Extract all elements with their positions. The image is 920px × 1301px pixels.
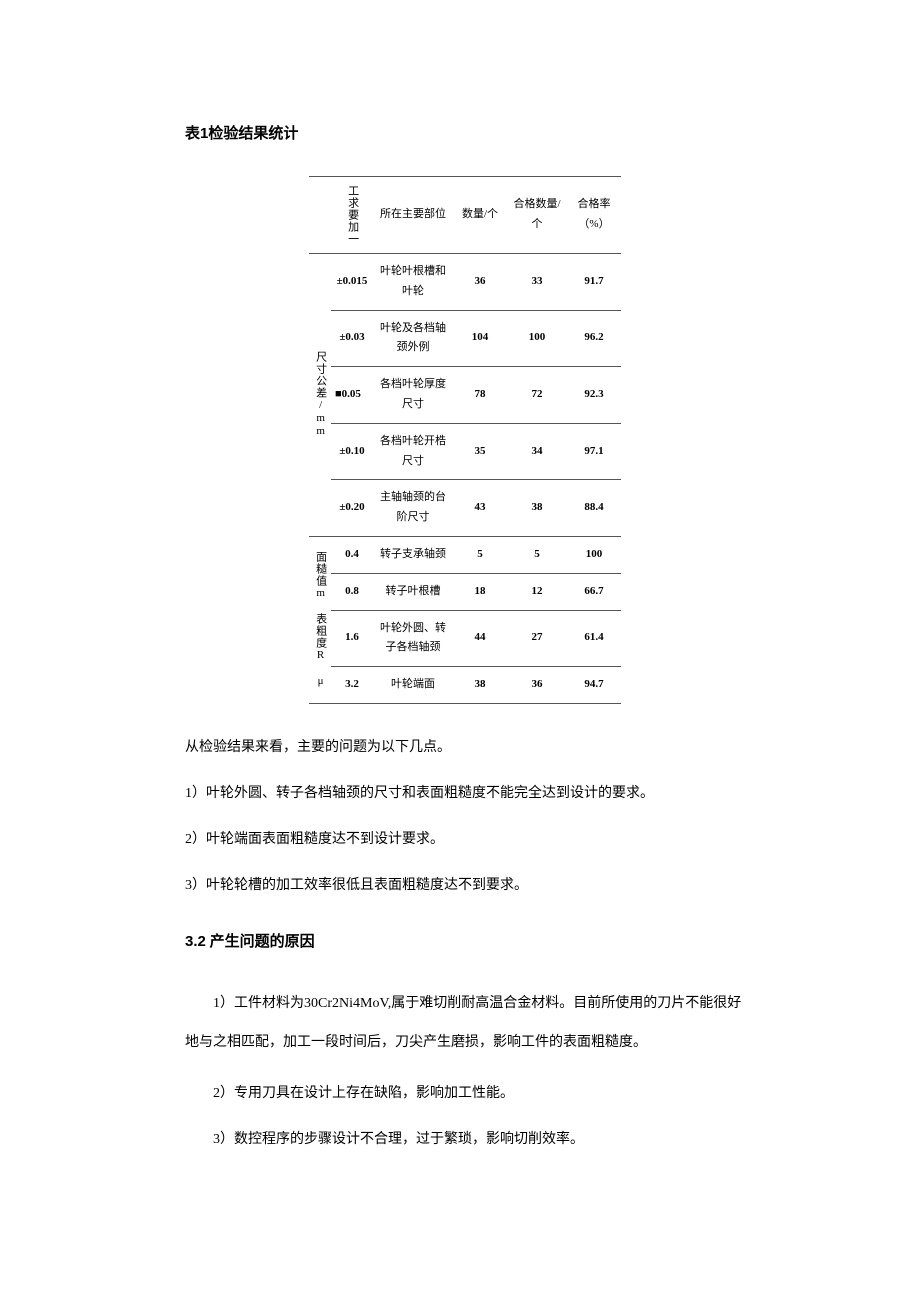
cell-loc: 叶轮叶根槽和叶轮	[373, 254, 453, 311]
table-row: ■0.05 各档叶轮厚度尺寸 78 72 92.3	[309, 367, 621, 424]
cell-qty: 5	[453, 536, 507, 573]
cell-spec: ■0.05	[331, 367, 373, 424]
cell-loc: 主轴轴颈的台阶尺寸	[373, 480, 453, 537]
table-row: 3.2 叶轮端面 38 36 94.7	[309, 667, 621, 704]
cell-qty: 18	[453, 573, 507, 610]
table-row: 尺寸公差/mm ±0.015 叶轮叶根槽和叶轮 36 33 91.7	[309, 254, 621, 311]
cell-loc: 转子叶根槽	[373, 573, 453, 610]
cell-spec: ±0.03	[331, 310, 373, 367]
cell-loc: 叶轮端面	[373, 667, 453, 704]
cell-qty: 38	[453, 667, 507, 704]
cell-pass: 27	[507, 610, 567, 667]
intro-paragraph: 从检验结果来看，主要的问题为以下几点。	[185, 734, 745, 762]
cell-rate: 88.4	[567, 480, 621, 537]
cell-spec: 0.8	[331, 573, 373, 610]
header-pass: 合格数量/个	[507, 177, 567, 254]
cell-loc: 各档叶轮厚度尺寸	[373, 367, 453, 424]
cell-qty: 104	[453, 310, 507, 367]
table-title: 表1检验结果统计	[185, 120, 745, 148]
group-header-blank	[309, 177, 331, 254]
cell-loc: 转子支承轴颈	[373, 536, 453, 573]
inspection-table: 工求要加一 所在主要部位 数量/个 合格数量/个 合格率（%） 尺寸公差/mm …	[309, 176, 621, 704]
point-a-3: 3）叶轮轮槽的加工效率很低且表面粗糙度达不到要求。	[185, 872, 745, 900]
cell-rate: 92.3	[567, 367, 621, 424]
cell-pass: 5	[507, 536, 567, 573]
group2-label: 面糙值m 表粗度R μ	[309, 536, 331, 703]
cell-qty: 78	[453, 367, 507, 424]
cell-qty: 35	[453, 423, 507, 480]
point-b-3: 3）数控程序的步骤设计不合理，过于繁琐，影响切削效率。	[185, 1126, 745, 1154]
cell-qty: 43	[453, 480, 507, 537]
cell-spec: ±0.10	[331, 423, 373, 480]
table-header-row: 工求要加一 所在主要部位 数量/个 合格数量/个 合格率（%）	[309, 177, 621, 254]
cell-loc: 叶轮及各档轴颈外例	[373, 310, 453, 367]
table-row: ±0.10 各档叶轮开梏尺寸 35 34 97.1	[309, 423, 621, 480]
cell-spec: 3.2	[331, 667, 373, 704]
cell-rate: 94.7	[567, 667, 621, 704]
cell-spec: 1.6	[331, 610, 373, 667]
group1-label: 尺寸公差/mm	[309, 254, 331, 537]
cell-pass: 38	[507, 480, 567, 537]
point-b-2: 2）专用刀具在设计上存在缺陷，影响加工性能。	[185, 1080, 745, 1108]
cell-qty: 36	[453, 254, 507, 311]
cell-spec: 0.4	[331, 536, 373, 573]
section-heading: 3.2 产生问题的原因	[185, 928, 745, 956]
point-a-1: 1）叶轮外圆、转子各档轴颈的尺寸和表面粗糙度不能完全达到设计的要求。	[185, 780, 745, 808]
cell-pass: 34	[507, 423, 567, 480]
header-spec: 工求要加一	[331, 177, 373, 254]
section-number: 3.2	[185, 933, 206, 950]
cell-rate: 91.7	[567, 254, 621, 311]
table-row: 1.6 叶轮外圆、转子各档轴颈 44 27 61.4	[309, 610, 621, 667]
section-title: 产生问题的原因	[210, 934, 315, 950]
cell-rate: 61.4	[567, 610, 621, 667]
point-a-2: 2）叶轮端面表面粗糙度达不到设计要求。	[185, 826, 745, 854]
table-row: ±0.03 叶轮及各档轴颈外例 104 100 96.2	[309, 310, 621, 367]
cell-rate: 100	[567, 536, 621, 573]
point-b-1: 1）工件材料为30Cr2Ni4MoV,属于难切削耐高温合金材料。目前所使用的刀片…	[185, 984, 755, 1062]
cell-pass: 36	[507, 667, 567, 704]
cell-rate: 97.1	[567, 423, 621, 480]
cell-qty: 44	[453, 610, 507, 667]
cell-pass: 72	[507, 367, 567, 424]
cell-pass: 12	[507, 573, 567, 610]
title-text: 检验结果统计	[208, 126, 298, 142]
cell-pass: 33	[507, 254, 567, 311]
table-row: 0.8 转子叶根槽 18 12 66.7	[309, 573, 621, 610]
cell-rate: 96.2	[567, 310, 621, 367]
cell-loc: 各档叶轮开梏尺寸	[373, 423, 453, 480]
table-row: 面糙值m 表粗度R μ 0.4 转子支承轴颈 5 5 100	[309, 536, 621, 573]
cell-rate: 66.7	[567, 573, 621, 610]
header-rate: 合格率（%）	[567, 177, 621, 254]
title-prefix: 表	[185, 126, 200, 142]
cell-pass: 100	[507, 310, 567, 367]
cell-spec: ±0.20	[331, 480, 373, 537]
header-location: 所在主要部位	[373, 177, 453, 254]
table-row: ±0.20 主轴轴颈的台阶尺寸 43 38 88.4	[309, 480, 621, 537]
cell-spec: ±0.015	[331, 254, 373, 311]
header-quantity: 数量/个	[453, 177, 507, 254]
cell-loc: 叶轮外圆、转子各档轴颈	[373, 610, 453, 667]
